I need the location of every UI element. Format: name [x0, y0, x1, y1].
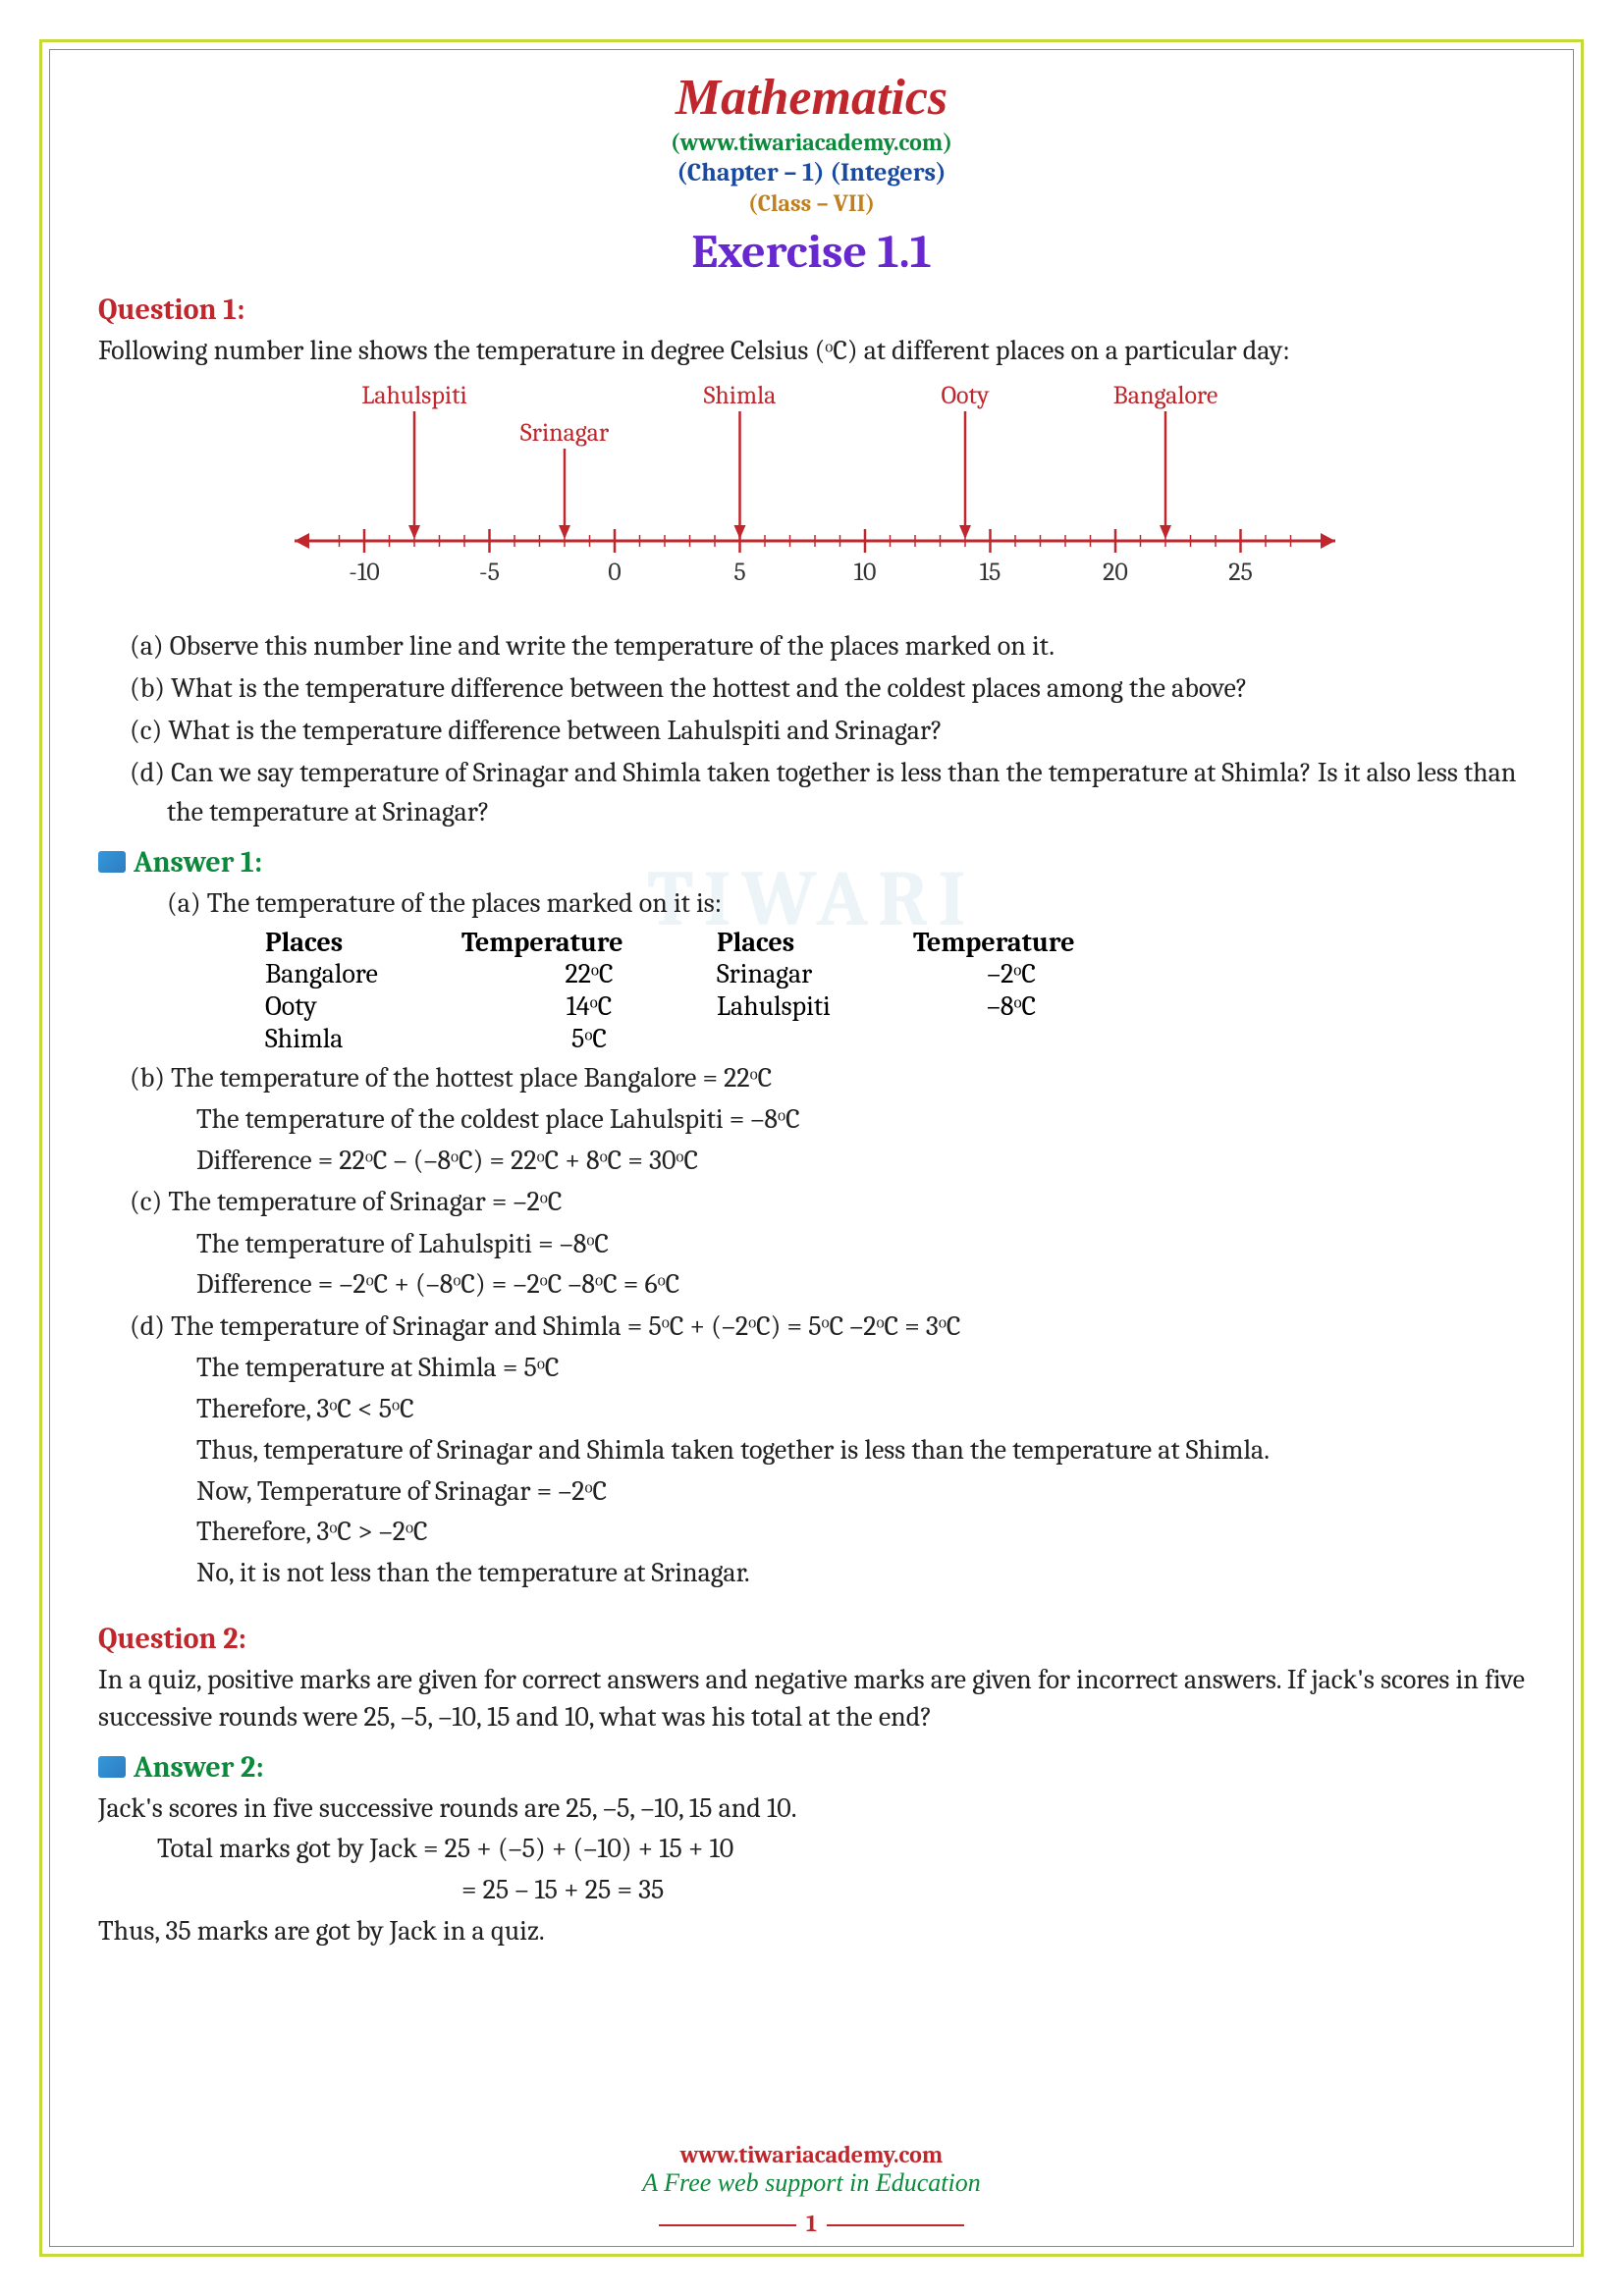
header-chapter: (Chapter – 1) (Integers) — [98, 158, 1525, 187]
svg-text:10: 10 — [854, 558, 877, 587]
header-url: (www.tiwariacademy.com) — [98, 129, 1525, 156]
footer-url: www.tiwariacademy.com — [0, 2141, 1623, 2168]
svg-text:5: 5 — [733, 558, 745, 587]
question-1-intro: Following number line shows the temperat… — [98, 333, 1525, 370]
footer: www.tiwariacademy.com A Free web support… — [0, 2141, 1623, 2198]
a2-line4: Thus, 35 marks are got by Jack in a quiz… — [98, 1913, 1525, 1950]
a1-d6: Therefore, 3ᵒC > –2ᵒC — [98, 1514, 1525, 1551]
svg-text:Srinagar: Srinagar — [520, 418, 610, 448]
a1-d5: Now, Temperature of Srinagar = –2ᵒC — [98, 1473, 1525, 1511]
a1-d2: The temperature at Shimla = 5ᵒC — [98, 1350, 1525, 1387]
svg-text:Bangalore: Bangalore — [1113, 384, 1218, 410]
svg-text:Ooty: Ooty — [941, 384, 990, 410]
svg-text:15: 15 — [980, 558, 1001, 587]
answer-1-text: Answer 1: — [134, 845, 262, 880]
svg-text:25: 25 — [1228, 558, 1253, 587]
a2-line2: Total marks got by Jack = 25 + (–5) + (–… — [98, 1831, 1525, 1868]
q1-part-a: (a) Observe this number line and write t… — [98, 627, 1525, 666]
a2-line1: Jack's scores in five successive rounds … — [98, 1790, 1525, 1828]
question-1-label: Question 1: — [98, 293, 1525, 327]
a1-c2: The temperature of Lahulspiti = –8ᵒC — [98, 1226, 1525, 1263]
q1-part-b: (b) What is the temperature difference b… — [98, 669, 1525, 708]
a1-b2: The temperature of the coldest place Lah… — [98, 1101, 1525, 1139]
svg-text:Lahulspiti: Lahulspiti — [361, 384, 466, 410]
temperature-table: PlacesTemperaturePlacesTemperatureBangal… — [98, 927, 1525, 1055]
svg-text:-5: -5 — [479, 558, 500, 587]
question-2-label: Question 2: — [98, 1622, 1525, 1656]
a1-b1: (b) The temperature of the hottest place… — [98, 1059, 1525, 1097]
a1-d1: (d) The temperature of Srinagar and Shim… — [98, 1308, 1525, 1346]
a1-d3: Therefore, 3ᵒC < 5ᵒC — [98, 1391, 1525, 1428]
answer-icon — [98, 851, 126, 873]
footer-tag: A Free web support in Education — [0, 2168, 1623, 2198]
header-class: (Class – VII) — [98, 189, 1525, 217]
answer-2-label: Answer 2: — [98, 1750, 1525, 1785]
question-2-text: In a quiz, positive marks are given for … — [98, 1662, 1525, 1736]
page-number: 1 — [0, 2210, 1623, 2237]
q1-part-c: (c) What is the temperature difference b… — [98, 712, 1525, 750]
svg-text:20: 20 — [1103, 558, 1128, 587]
svg-text:Shimla: Shimla — [704, 384, 777, 410]
q1-part-d: (d) Can we say temperature of Srinagar a… — [98, 754, 1525, 830]
a2-line3: = 25 – 15 + 25 = 35 — [98, 1872, 1525, 1909]
a1-b3: Difference = 22ᵒC – (–8ᵒC) = 22ᵒC + 8ᵒC … — [98, 1143, 1525, 1180]
svg-text:-10: -10 — [349, 558, 379, 587]
exercise-title: Exercise 1.1 — [98, 225, 1525, 279]
answer-icon — [98, 1756, 126, 1778]
answer-2-text: Answer 2: — [134, 1750, 264, 1785]
a1-d4: Thus, temperature of Srinagar and Shimla… — [98, 1432, 1525, 1469]
number-line-diagram: -10 -5 0 5 10 15 20 25 Lahulspiti Srinagar Shimla O… — [98, 374, 1525, 623]
page-title: Mathematics — [98, 69, 1525, 127]
a1-a-intro: (a) The temperature of the places marked… — [98, 885, 1525, 923]
svg-text:0: 0 — [608, 558, 621, 587]
a1-c1: (c) The temperature of Srinagar = –2ᵒC — [98, 1183, 1525, 1221]
a1-c3: Difference = –2ᵒC + (–8ᵒC) = –2ᵒC –8ᵒC =… — [98, 1266, 1525, 1304]
answer-1-label: Answer 1: — [98, 845, 1525, 880]
a1-d7: No, it is not less than the temperature … — [98, 1555, 1525, 1592]
